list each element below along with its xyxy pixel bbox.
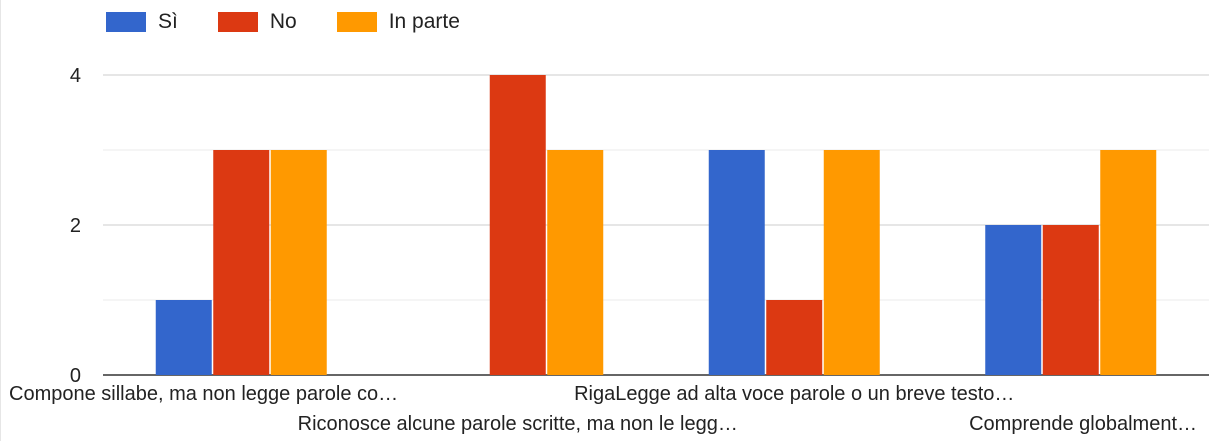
bar-no (213, 150, 270, 375)
legend-item-si[interactable]: Sì (106, 10, 178, 34)
x-tick-label: Compone sillabe, ma non legge parole co… (9, 383, 398, 405)
bar-no (766, 300, 823, 375)
legend-label-si: Sì (158, 10, 178, 33)
legend-label-in-parte: In parte (388, 10, 460, 33)
bar-in-parte (1100, 150, 1157, 375)
legend-item-no[interactable]: No (217, 10, 297, 34)
bar-in-parte (823, 150, 880, 375)
legend-swatch-si (106, 12, 146, 32)
y-tick-label: 4 (70, 65, 81, 87)
bar-s- (155, 300, 212, 375)
x-tick-label: Riconosce alcune parole scritte, ma non … (298, 413, 738, 435)
legend: Sì No In parte (106, 10, 460, 34)
bar-in-parte (270, 150, 327, 375)
bar-no (489, 75, 546, 375)
legend-swatch-no (217, 12, 258, 32)
x-tick-label: RigaLegge ad alta voce parole o un breve… (574, 383, 1014, 405)
legend-swatch-in-parte (336, 12, 377, 32)
bar-s- (708, 150, 765, 375)
legend-item-in-parte[interactable]: In parte (336, 10, 460, 34)
x-tick-label: Comprende globalment… (969, 413, 1197, 435)
y-tick-label: 0 (70, 365, 81, 387)
bar-s- (985, 225, 1042, 375)
legend-label-no: No (269, 10, 297, 33)
bar-in-parte (547, 150, 604, 375)
bar-no (1042, 225, 1099, 375)
y-tick-label: 2 (70, 215, 81, 237)
